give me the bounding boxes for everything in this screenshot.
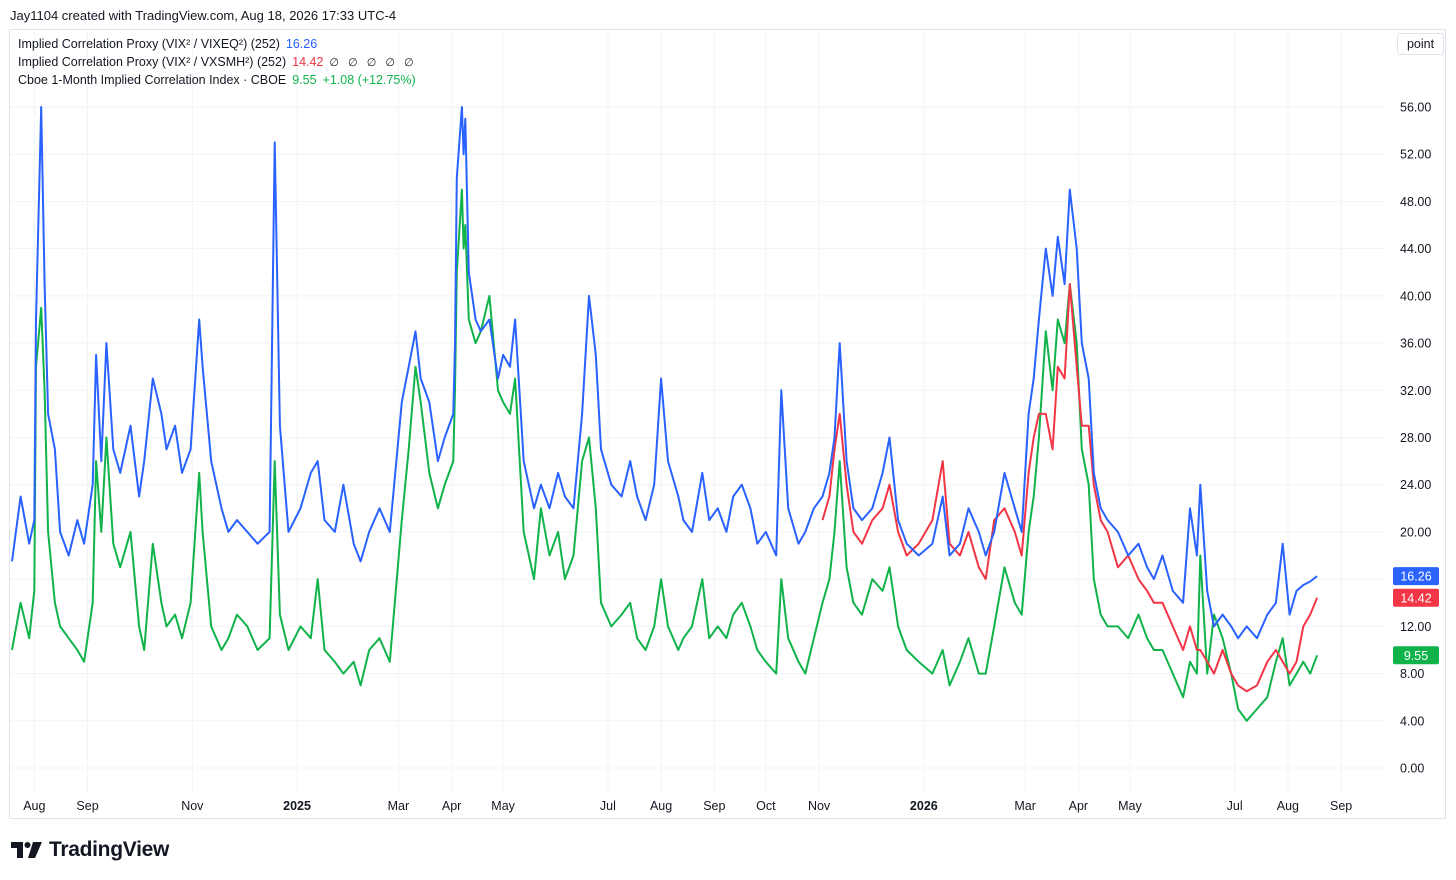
chart-legend: Implied Correlation Proxy (VIX² / VIXEQ²… — [18, 36, 417, 90]
last-value-label: 16.26 — [1400, 570, 1431, 584]
legend-series-name: Implied Correlation Proxy (VIX² / VXSMH²… — [18, 54, 287, 69]
legend-series-value: 16.26 — [285, 37, 318, 51]
x-tick-label: Sep — [1330, 799, 1352, 813]
legend-series-name: Cboe 1-Month Implied Correlation Index ·… — [18, 73, 287, 87]
chart-frame — [9, 29, 1446, 819]
last-value-label: 9.55 — [1404, 649, 1428, 663]
legend-empty-values: ∅ ∅ ∅ ∅ ∅ — [329, 56, 417, 69]
x-tick-label: Aug — [1277, 799, 1299, 813]
x-tick-label: Apr — [442, 799, 461, 813]
y-tick-label: 44.00 — [1400, 242, 1431, 256]
chart-attribution: Jay1104 created with TradingView.com, Au… — [10, 8, 397, 23]
y-tick-label: 24.00 — [1400, 478, 1431, 492]
legend-series-value: 9.55 — [292, 73, 317, 87]
y-tick-label: 8.00 — [1400, 667, 1424, 681]
y-tick-label: 40.00 — [1400, 289, 1431, 303]
y-tick-label: 12.00 — [1400, 620, 1431, 634]
series-line[interactable] — [11, 106, 1318, 640]
x-tick-label: Jul — [1227, 799, 1243, 813]
last-value-badge — [1393, 567, 1439, 586]
y-tick-label: 36.00 — [1400, 337, 1431, 351]
x-tick-label: May — [491, 799, 515, 813]
legend-row-cboe-implied-correlation[interactable]: Cboe 1-Month Implied Correlation Index ·… — [18, 72, 417, 90]
legend-row-vxsmh[interactable]: Implied Correlation Proxy (VIX² / VXSMH²… — [18, 54, 417, 73]
y-tick-label: 28.00 — [1400, 431, 1431, 445]
x-tick-label: Mar — [388, 799, 410, 813]
legend-series-name: Implied Correlation Proxy (VIX² / VIXEQ²… — [18, 37, 280, 51]
last-value-label: 14.42 — [1400, 591, 1431, 605]
y-tick-label: 48.00 — [1400, 195, 1431, 209]
last-value-badge — [1393, 588, 1439, 607]
x-tick-label: Aug — [23, 799, 45, 813]
y-tick-label: 20.00 — [1400, 525, 1431, 539]
legend-series-change: +1.08 (+12.75%) — [322, 73, 416, 87]
last-value-badge — [1393, 646, 1439, 665]
price-scale-unit-button[interactable]: point — [1397, 33, 1444, 55]
tradingview-logo: TradingView — [11, 838, 169, 862]
x-tick-label: Oct — [756, 799, 776, 813]
x-tick-label: 2025 — [283, 799, 311, 813]
x-tick-label: Sep — [76, 799, 98, 813]
y-tick-label: 32.00 — [1400, 384, 1431, 398]
x-tick-label: Mar — [1014, 799, 1036, 813]
x-tick-label: Nov — [808, 799, 831, 813]
x-tick-label: Apr — [1069, 799, 1088, 813]
legend-row-vixeq[interactable]: Implied Correlation Proxy (VIX² / VIXEQ²… — [18, 36, 417, 54]
tradingview-logo-text: TradingView — [49, 838, 170, 861]
y-tick-label: 0.00 — [1400, 762, 1424, 776]
x-tick-label: Nov — [181, 799, 204, 813]
series-line[interactable] — [821, 283, 1319, 693]
series-line[interactable] — [11, 188, 1319, 722]
x-tick-label: 2026 — [910, 799, 938, 813]
x-tick-label: Jul — [600, 799, 616, 813]
x-tick-label: Aug — [650, 799, 672, 813]
tradingview-logo-icon — [11, 842, 42, 858]
y-tick-label: 4.00 — [1400, 714, 1424, 728]
legend-series-value: 14.42 — [292, 54, 324, 69]
x-tick-label: Sep — [703, 799, 725, 813]
x-tick-label: May — [1118, 799, 1142, 813]
y-tick-label: 52.00 — [1400, 148, 1431, 162]
y-tick-label: 56.00 — [1400, 101, 1431, 115]
